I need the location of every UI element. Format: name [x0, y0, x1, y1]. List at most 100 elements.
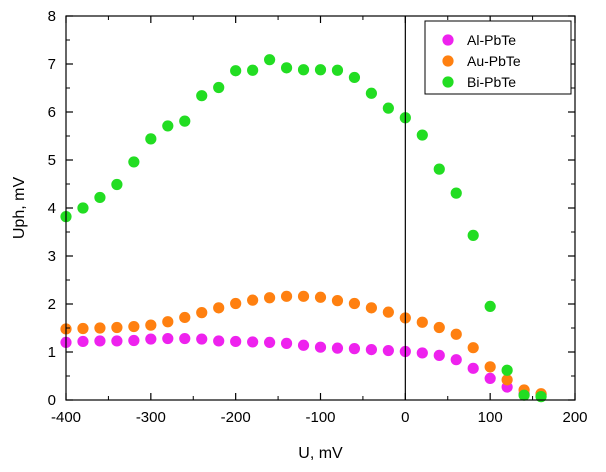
- x-tick-label: -200: [221, 409, 251, 426]
- data-point-al-pbte: [162, 332, 174, 345]
- legend-label-au-pbte: Au-PbTe: [467, 53, 521, 69]
- data-point-bi-pbte: [247, 64, 259, 76]
- ticks-layer: -400 -300 -200 -100 0 100 200 0 1 2 3 4 5 6 7 8: [48, 8, 588, 426]
- legend-marker-au-pbte: [442, 55, 454, 67]
- y-tick-label: 7: [48, 56, 56, 73]
- data-point-al-pbte: [314, 341, 327, 353]
- y-tick-label: 0: [48, 392, 56, 409]
- y-tick-label: 1: [48, 344, 56, 361]
- data-point-bi-pbte: [111, 178, 123, 191]
- data-point-au-pbte: [416, 316, 428, 328]
- data-point-al-pbte: [213, 335, 225, 347]
- data-point-au-pbte: [331, 295, 344, 307]
- data-point-au-pbte: [247, 294, 259, 306]
- legend-marker-bi-pbte: [442, 76, 454, 88]
- data-point-au-pbte: [365, 302, 377, 314]
- data-point-al-pbte: [247, 336, 259, 348]
- legend: Al-PbTe Au-PbTe Bi-PbTe: [424, 20, 572, 95]
- y-tick-label: 5: [48, 152, 56, 169]
- data-point-al-pbte: [264, 336, 276, 348]
- data-point-au-pbte: [297, 290, 310, 302]
- legend-marker-al-pbte: [442, 34, 454, 46]
- data-point-bi-pbte: [230, 65, 242, 77]
- data-point-al-pbte: [467, 362, 479, 374]
- data-point-bi-pbte: [145, 133, 157, 145]
- data-point-al-pbte: [297, 339, 310, 351]
- data-point-bi-pbte: [77, 202, 89, 214]
- x-tick-label: 200: [562, 409, 587, 426]
- series-bi-pbte: [60, 54, 547, 403]
- data-point-al-pbte: [484, 372, 496, 384]
- data-point-au-pbte: [348, 297, 361, 310]
- data-point-bi-pbte: [128, 156, 140, 168]
- data-point-au-pbte: [264, 292, 276, 304]
- data-point-au-pbte: [179, 311, 191, 324]
- data-point-bi-pbte: [518, 389, 530, 401]
- data-point-bi-pbte: [162, 120, 174, 132]
- data-point-au-pbte: [433, 321, 445, 334]
- data-point-al-pbte: [450, 354, 462, 366]
- data-point-au-pbte: [94, 322, 106, 334]
- data-point-au-pbte: [213, 302, 225, 314]
- x-tick-label: -300: [136, 409, 166, 426]
- data-point-bi-pbte: [331, 64, 344, 76]
- x-axis-label: U, mV: [298, 445, 343, 462]
- x-tick-label: 0: [401, 409, 409, 426]
- data-point-al-pbte: [433, 349, 445, 361]
- marks-layer: [60, 54, 547, 403]
- data-point-al-pbte: [365, 344, 377, 356]
- x-tick-label: -400: [51, 409, 81, 426]
- data-point-al-pbte: [230, 335, 242, 348]
- data-point-au-pbte: [484, 361, 496, 373]
- data-point-au-pbte: [501, 374, 513, 386]
- data-point-au-pbte: [280, 290, 293, 302]
- data-point-al-pbte: [280, 337, 293, 349]
- data-point-bi-pbte: [416, 129, 428, 141]
- data-point-bi-pbte: [467, 229, 479, 241]
- data-point-au-pbte: [77, 322, 89, 335]
- data-point-bi-pbte: [501, 364, 513, 376]
- y-axis-label: Uph, mV: [11, 177, 28, 240]
- data-point-bi-pbte: [348, 71, 361, 84]
- legend-label-bi-pbte: Bi-PbTe: [467, 74, 516, 90]
- data-point-au-pbte: [314, 291, 327, 303]
- y-tick-label: 4: [48, 200, 56, 217]
- y-tick-label: 3: [48, 248, 56, 265]
- legend-label-al-pbte: Al-PbTe: [467, 32, 516, 48]
- data-point-au-pbte: [382, 306, 394, 318]
- data-point-au-pbte: [467, 342, 479, 354]
- data-point-bi-pbte: [297, 64, 310, 76]
- y-tick-label: 8: [48, 8, 56, 25]
- data-point-au-pbte: [128, 320, 140, 333]
- x-tick-label: -100: [305, 409, 335, 426]
- data-point-al-pbte: [128, 334, 140, 347]
- data-point-bi-pbte: [179, 115, 191, 127]
- y-tick-label: 6: [48, 104, 56, 121]
- data-point-al-pbte: [77, 335, 89, 348]
- data-point-al-pbte: [145, 333, 157, 345]
- data-point-al-pbte: [196, 333, 208, 345]
- data-point-bi-pbte: [213, 81, 225, 94]
- data-point-au-pbte: [230, 297, 242, 310]
- data-point-au-pbte: [111, 321, 123, 334]
- data-point-bi-pbte: [94, 191, 106, 204]
- data-point-al-pbte: [331, 342, 344, 354]
- x-tick-label: 100: [478, 409, 503, 426]
- data-point-al-pbte: [416, 347, 428, 359]
- data-point-au-pbte: [162, 316, 174, 328]
- data-point-bi-pbte: [314, 64, 327, 76]
- data-point-bi-pbte: [450, 187, 462, 199]
- data-point-bi-pbte: [433, 163, 445, 175]
- y-tick-label: 2: [48, 296, 56, 313]
- data-point-au-pbte: [145, 319, 157, 331]
- data-point-al-pbte: [179, 332, 191, 345]
- data-point-au-pbte: [450, 328, 462, 340]
- data-point-al-pbte: [348, 343, 361, 355]
- data-point-bi-pbte: [196, 90, 208, 102]
- data-point-bi-pbte: [382, 102, 394, 114]
- data-point-bi-pbte: [365, 87, 377, 99]
- data-point-bi-pbte: [280, 62, 293, 74]
- data-point-bi-pbte: [264, 54, 276, 66]
